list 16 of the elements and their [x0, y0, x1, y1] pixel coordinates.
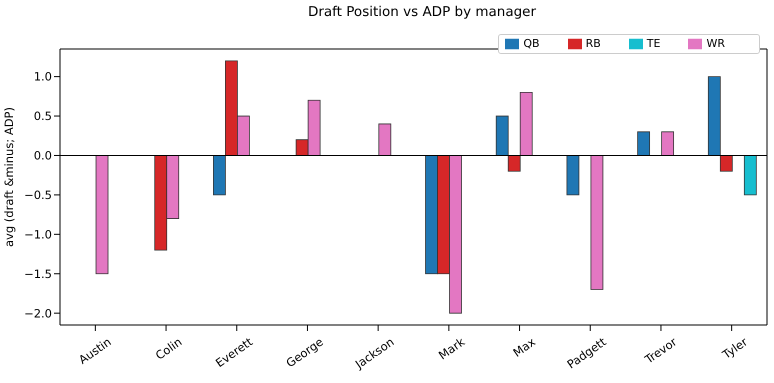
legend-label: WR: [706, 37, 725, 50]
x-tick-label: Max: [510, 334, 538, 360]
x-tick-label: Colin: [152, 334, 184, 363]
x-tick-label: Tyler: [719, 334, 750, 362]
legend-label: QB: [523, 37, 540, 50]
y-tick-label: −1.0: [24, 227, 52, 242]
y-tick-label: −1.5: [24, 266, 52, 281]
legend-label: TE: [646, 37, 660, 50]
y-tick-label: 1.0: [34, 70, 52, 84]
y-tick-label: −0.5: [24, 188, 52, 202]
y-tick-label: −2.0: [24, 306, 52, 320]
y-tick-label: 0.5: [34, 109, 52, 124]
chart-title: Draft Position vs ADP by manager: [306, 4, 538, 20]
y-axis-title: avg (draft &minus; ADP): [2, 107, 16, 248]
y-tick-label: 0.0: [34, 148, 52, 163]
legend-label: RB: [586, 37, 601, 50]
